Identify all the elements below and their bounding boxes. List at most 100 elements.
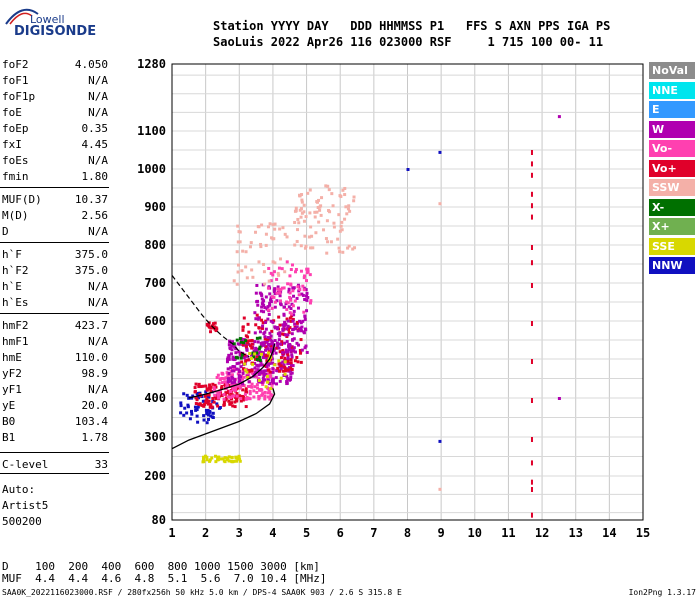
y-tick-label: 800 <box>144 238 166 252</box>
echo-point <box>253 357 257 361</box>
echo-point <box>276 366 280 370</box>
echo-point <box>267 279 271 283</box>
param-h-es: h`Es N/A <box>2 296 108 310</box>
echo-point <box>266 225 270 229</box>
echo-point <box>281 353 285 357</box>
legend-vo-: Vo- <box>649 140 695 157</box>
echo-point <box>279 257 283 261</box>
echo-point <box>213 454 217 458</box>
echo-point <box>232 279 236 283</box>
echo-point <box>220 376 224 380</box>
echo-point <box>283 320 287 324</box>
echo-point <box>235 459 239 463</box>
echo-point <box>269 279 273 283</box>
echo-point <box>278 334 282 338</box>
echo-point <box>302 210 306 214</box>
param-yf1: yF1 N/A <box>2 383 108 397</box>
echo-point <box>235 392 239 396</box>
echo-point <box>292 346 296 350</box>
echo-point <box>286 319 290 323</box>
echo-point <box>252 355 256 359</box>
echo-point <box>307 235 311 239</box>
param-separator <box>0 187 109 188</box>
echo-point <box>218 406 222 410</box>
echo-point <box>284 322 288 326</box>
echo-point <box>264 354 268 358</box>
param-foe: foE N/A <box>2 106 108 120</box>
echo-point <box>230 397 234 401</box>
echo-point <box>278 350 282 354</box>
isolated-point <box>557 397 561 400</box>
echo-point <box>213 383 217 387</box>
echo-point <box>254 346 258 350</box>
curves <box>171 275 276 450</box>
echo-point <box>331 204 335 208</box>
streak-point <box>530 321 533 326</box>
autoscaling-info: Auto: Artist5 500200 <box>2 482 48 530</box>
param-value: N/A <box>88 90 108 103</box>
echo-point <box>341 250 345 254</box>
echo-point <box>242 375 246 379</box>
echo-point <box>264 385 268 389</box>
echo-point <box>265 337 269 341</box>
version-label: Ion2Png 1.3.17 <box>628 588 696 597</box>
echo-point <box>240 269 244 273</box>
x-tick-label: 9 <box>438 526 445 540</box>
echo-point <box>237 230 241 234</box>
param-name: B1 <box>2 431 16 444</box>
param-name: yE <box>2 399 16 412</box>
echo-point <box>305 309 309 313</box>
x-tick-label: 12 <box>535 526 549 540</box>
echo-point <box>327 188 331 192</box>
echo-point <box>268 292 272 296</box>
echo-point <box>341 188 345 192</box>
echo-point <box>254 230 258 234</box>
streak-point <box>530 260 533 266</box>
echo-point <box>226 391 230 395</box>
echo-point <box>302 203 306 207</box>
echo-point <box>286 357 290 361</box>
echo-point <box>225 382 229 386</box>
echo-point <box>260 223 264 227</box>
param-value: 103.4 <box>74 415 108 428</box>
echo-point <box>270 295 274 299</box>
isolated-point <box>438 439 442 443</box>
echo-point <box>288 274 292 278</box>
echo-point <box>281 327 285 331</box>
echo-point <box>229 366 233 370</box>
param-value: N/A <box>88 383 108 396</box>
x-tick-label: 5 <box>303 526 310 540</box>
echo-point <box>281 351 285 355</box>
echo-point <box>236 356 240 360</box>
echo-point <box>209 405 213 409</box>
echo-point <box>241 249 245 253</box>
streak-point <box>530 245 533 250</box>
isolated-point <box>438 487 442 491</box>
echo-point <box>273 300 277 304</box>
echo-point <box>255 336 259 340</box>
echo-point <box>277 346 281 350</box>
echo-point <box>295 228 299 232</box>
echo-point <box>208 409 212 413</box>
param-name: hmF1 <box>2 335 29 348</box>
echo-point <box>289 366 293 370</box>
echo-point <box>236 372 240 376</box>
streak-point <box>530 161 533 167</box>
echo-point <box>314 231 318 235</box>
echo-point <box>258 336 262 340</box>
param-h-f2: h`F2 375.0 <box>2 264 108 278</box>
echo-point <box>228 389 232 393</box>
echo-point <box>233 365 237 369</box>
digisonde-logo-icon <box>5 8 39 25</box>
echo-point <box>318 205 322 209</box>
echo-point <box>271 260 275 264</box>
echo-point <box>195 414 199 418</box>
echo-point <box>303 317 307 321</box>
echo-point <box>294 206 298 210</box>
echo-point <box>249 356 253 360</box>
echo-point <box>253 366 257 370</box>
echo-point <box>247 368 251 372</box>
echo-point <box>279 364 283 368</box>
echo-point <box>209 403 213 407</box>
echo-point <box>221 457 225 461</box>
